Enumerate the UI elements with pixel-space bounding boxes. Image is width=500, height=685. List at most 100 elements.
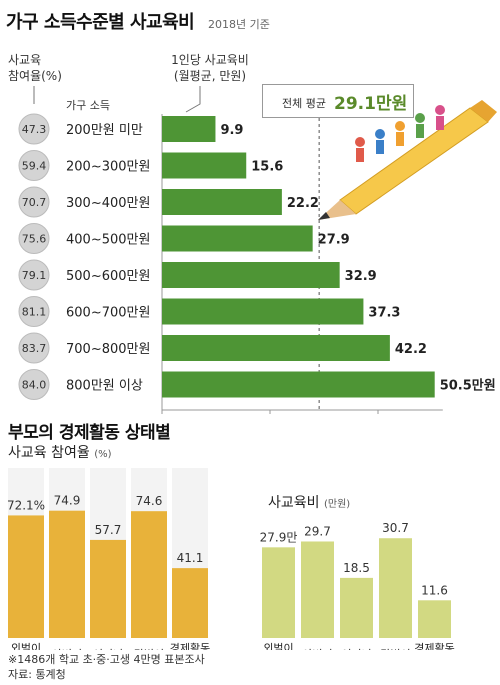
pencil-illustration [318,100,497,220]
bar-value-label: 15.6 [251,160,283,175]
spend-bar [340,577,373,638]
spend-bar [379,538,412,638]
participation-header-line2: 참여율(%) [8,69,62,83]
per-capita-header-line2: (월평균, 만원) [173,69,247,83]
spend-bars: 27.9만외벌이전체29.7아버지18.5어머니30.7맞벌이11.6경제활동안… [260,521,455,650]
participation-header: 사교육 참여율(%) [8,52,62,84]
income-category-label: 200~300만원 [66,160,150,175]
bar-value-label: 9.9 [220,123,243,138]
footnote-line1: ※1486개 학교 초·중·고생 4만명 표본조사 [8,653,205,666]
participation-circle [18,259,50,291]
participation-chart-title: 사교육 참여율 (%) [8,442,112,462]
participation-category-label-line1: 외벌이 [11,642,41,650]
income-category-label: 600~700만원 [66,306,150,321]
spend-value-label: 27.9만 [260,530,298,544]
participation-circle [18,150,50,181]
participation-circle [18,223,50,254]
participation-bar [8,515,44,638]
section2-title: 부모의 경제활동 상태별 [8,423,171,443]
bar-value-label: 37.3 [368,306,400,321]
average-value: 29.1만원 [334,94,408,114]
participation-value-label: 72.1% [7,498,45,512]
bar [162,152,247,179]
participation-circle [18,296,50,327]
spend-category-label: 어머니 [341,648,371,650]
participation-bar [172,568,208,638]
income-category-label: 700~800만원 [66,342,150,357]
bar-value-label: 50.5만원 [440,378,496,394]
spend-bar [418,600,451,638]
participation-value-label: 74.6 [136,494,163,508]
average-callout [262,84,414,118]
spend-chart-unit: (만원) [323,499,351,510]
participation-circle [18,369,50,400]
participation-value: 75.6 [22,233,47,246]
income-category-label: 800만원 이상 [66,379,143,394]
spend-value-label: 18.5 [343,561,370,575]
bar [162,189,282,215]
income-category-label: 200만원 미만 [66,123,143,138]
participation-chart-title-text: 사교육 참여율 [8,445,90,461]
bar [162,262,340,288]
participation-bar [90,539,126,638]
average-label: 전체 평균 [282,97,326,110]
spend-category-label: 맞벌이 [380,648,410,650]
spend-chart-title-text: 사교육비 [268,495,320,511]
participation-value-label: 74.9 [54,494,81,508]
spend-category-label-line1: 경제활동 [414,641,454,650]
participation-value: 83.7 [22,342,47,355]
children-illustration [355,105,445,162]
participation-bar [49,510,85,638]
participation-value: 79.1 [22,269,47,282]
participation-value: 47.3 [22,123,47,136]
participation-value: 70.7 [22,196,47,209]
participation-circle [18,186,50,218]
bar-value-label: 32.9 [345,269,377,284]
participation-value-label: 41.1 [177,551,204,565]
bar [162,225,313,252]
participation-header-line1: 사교육 [8,53,42,67]
participation-chart-unit: (%) [94,449,112,460]
participation-circle [18,113,50,145]
footnote: ※1486개 학교 초·중·고생 4만명 표본조사 자료: 통계청 [8,652,205,682]
spend-bar [301,541,334,638]
bar [162,116,216,142]
bar [162,298,364,325]
income-category-label: 500~600만원 [66,269,150,284]
spend-chart-title: 사교육비 (만원) [268,492,350,512]
participation-category-label-line1: 경제활동 [170,641,210,650]
chart-title: 가구 소득수준별 사교육비 [6,12,195,33]
bar-value-label: 42.2 [395,342,427,357]
bar-value-label: 22.2 [287,196,319,211]
spend-bar [262,547,295,638]
participation-circle [18,332,50,364]
spend-category-label: 아버지 [302,648,332,650]
participation-value: 59.4 [22,160,47,173]
income-category-label: 300~400만원 [66,196,150,211]
bar-value-label: 27.9 [318,233,350,248]
per-capita-header: 1인당 사교육비 (월평균, 만원) [150,52,270,84]
participation-bars: 72.1%외벌이전체74.9아버지57.7어머니74.6맞벌이41.1경제활동안… [7,468,210,650]
spend-category-label-line1: 외벌이 [263,642,293,650]
per-capita-pointer [185,86,201,113]
chart-year-note: 2018년 기준 [208,18,270,31]
income-header: 가구 소득 [66,99,110,112]
participation-bar [131,511,167,638]
spend-value-label: 11.6 [421,583,448,597]
participation-category-label: 아버지 [52,648,82,650]
bar [162,335,390,361]
per-capita-header-line1: 1인당 사교육비 [171,53,249,67]
footnote-source: 자료: 통계청 [8,668,66,681]
participation-value: 84.0 [22,379,47,392]
participation-category-label: 맞벌이 [134,648,164,650]
participation-value: 81.1 [22,306,47,319]
bar [162,371,435,398]
status-charts: 72.1%외벌이전체74.9아버지57.7어머니74.6맞벌이41.1경제활동안… [7,468,455,650]
income-category-label: 400~500만원 [66,233,150,248]
spend-value-label: 29.7 [304,524,331,538]
participation-value-label: 57.7 [95,523,122,537]
participation-category-label: 어머니 [93,648,123,650]
spend-value-label: 30.7 [382,521,409,535]
